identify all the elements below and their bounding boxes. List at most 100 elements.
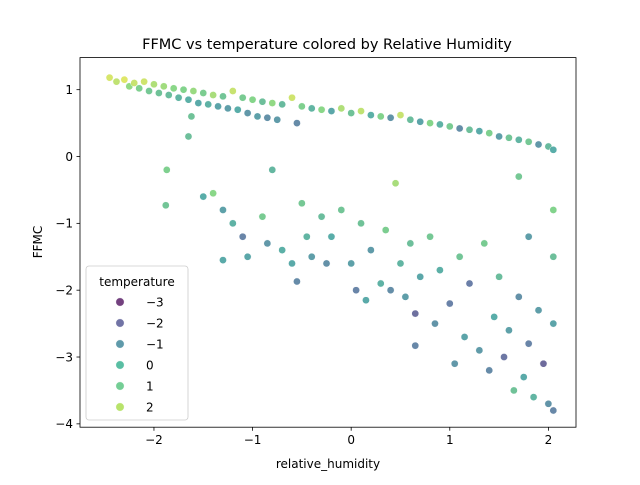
data-point: [376, 112, 385, 121]
data-point: [485, 129, 494, 137]
data-point: [327, 232, 336, 241]
data-point: [485, 366, 494, 375]
data-point: [411, 341, 420, 350]
data-point: [169, 84, 178, 93]
x-axis-label: relative_humidity: [276, 457, 380, 471]
x-tick-label: 1: [446, 433, 454, 447]
data-point: [258, 97, 267, 106]
data-point: [337, 206, 346, 214]
data-point: [219, 256, 227, 264]
data-point: [357, 107, 365, 115]
legend: temperature −3 −2 −1 0 1 2: [85, 265, 189, 421]
data-point: [293, 119, 301, 127]
data-point: [140, 77, 148, 86]
data-point: [135, 84, 144, 93]
data-point: [298, 199, 306, 208]
data-point: [327, 107, 336, 115]
y-tick-label: −3: [55, 350, 73, 364]
data-point: [411, 309, 420, 318]
data-point: [194, 99, 203, 107]
data-point: [519, 373, 528, 381]
data-point: [184, 95, 193, 104]
data-point: [534, 306, 543, 315]
data-point: [445, 122, 454, 131]
data-point: [465, 279, 474, 288]
data-point: [549, 406, 558, 415]
data-point: [401, 293, 410, 301]
data-point: [258, 212, 267, 221]
data-point: [288, 259, 296, 268]
data-point: [406, 239, 415, 248]
legend-marker: [115, 381, 125, 391]
data-point: [214, 102, 222, 111]
data-point: [263, 113, 272, 122]
y-tick-label: 0: [65, 150, 73, 164]
data-point: [396, 111, 405, 119]
data-point: [376, 279, 385, 288]
x-tick-label: 0: [347, 433, 355, 447]
data-point: [514, 135, 523, 144]
data-point: [293, 277, 301, 286]
data-point: [164, 91, 173, 99]
legend-label: −3: [146, 295, 164, 309]
data-point: [268, 166, 277, 174]
legend-marker: [115, 297, 125, 307]
data-point: [455, 124, 464, 133]
data-point: [549, 206, 558, 214]
data-point: [445, 299, 454, 308]
x-tick-label: 2: [545, 433, 553, 447]
data-point: [317, 212, 326, 221]
data-point: [233, 105, 242, 114]
data-point: [490, 313, 499, 321]
data-point: [161, 201, 170, 210]
data-point: [243, 109, 252, 117]
data-point: [120, 75, 129, 84]
x-axis: −2 −1 0 1 2: [145, 427, 552, 447]
x-tick-label: −2: [145, 433, 163, 447]
data-point: [367, 111, 375, 119]
data-point: [228, 219, 237, 228]
data-point: [199, 89, 208, 97]
data-point: [150, 80, 158, 89]
data-point: [544, 399, 553, 408]
data-point: [162, 166, 171, 174]
data-point: [480, 239, 489, 248]
data-point: [322, 259, 331, 268]
data-point: [184, 132, 193, 141]
data-point: [514, 293, 523, 301]
data-point: [278, 246, 286, 254]
data-point: [534, 140, 543, 149]
data-point: [219, 206, 227, 214]
data-point: [268, 99, 277, 107]
data-point: [288, 93, 296, 102]
data-point: [204, 100, 213, 109]
data-point: [436, 120, 444, 129]
legend-marker: [115, 318, 125, 328]
y-tick-label: 1: [65, 83, 73, 97]
data-point: [302, 232, 311, 241]
data-point: [426, 119, 434, 127]
data-point: [105, 73, 114, 82]
data-point: [465, 125, 474, 134]
data-point: [367, 246, 375, 254]
legend-label: −2: [146, 316, 164, 330]
data-point: [248, 95, 257, 104]
data-point: [505, 133, 513, 142]
points-layer: [105, 73, 558, 415]
y-axis-label: FFMC: [31, 226, 45, 259]
legend-label: −1: [146, 337, 164, 351]
data-point: [253, 112, 262, 121]
data-point: [416, 272, 425, 281]
data-point: [475, 346, 484, 355]
data-point: [307, 104, 316, 113]
data-point: [112, 77, 121, 86]
legend-entries: −3 −2 −1 0 1 2: [115, 295, 164, 414]
y-tick-label: −4: [55, 417, 73, 431]
data-point: [347, 109, 356, 117]
data-point: [199, 192, 208, 201]
data-point: [416, 117, 425, 126]
chart-title: FFMC vs temperature colored by Relative …: [142, 37, 512, 53]
data-point: [460, 333, 469, 341]
data-point: [450, 359, 459, 368]
